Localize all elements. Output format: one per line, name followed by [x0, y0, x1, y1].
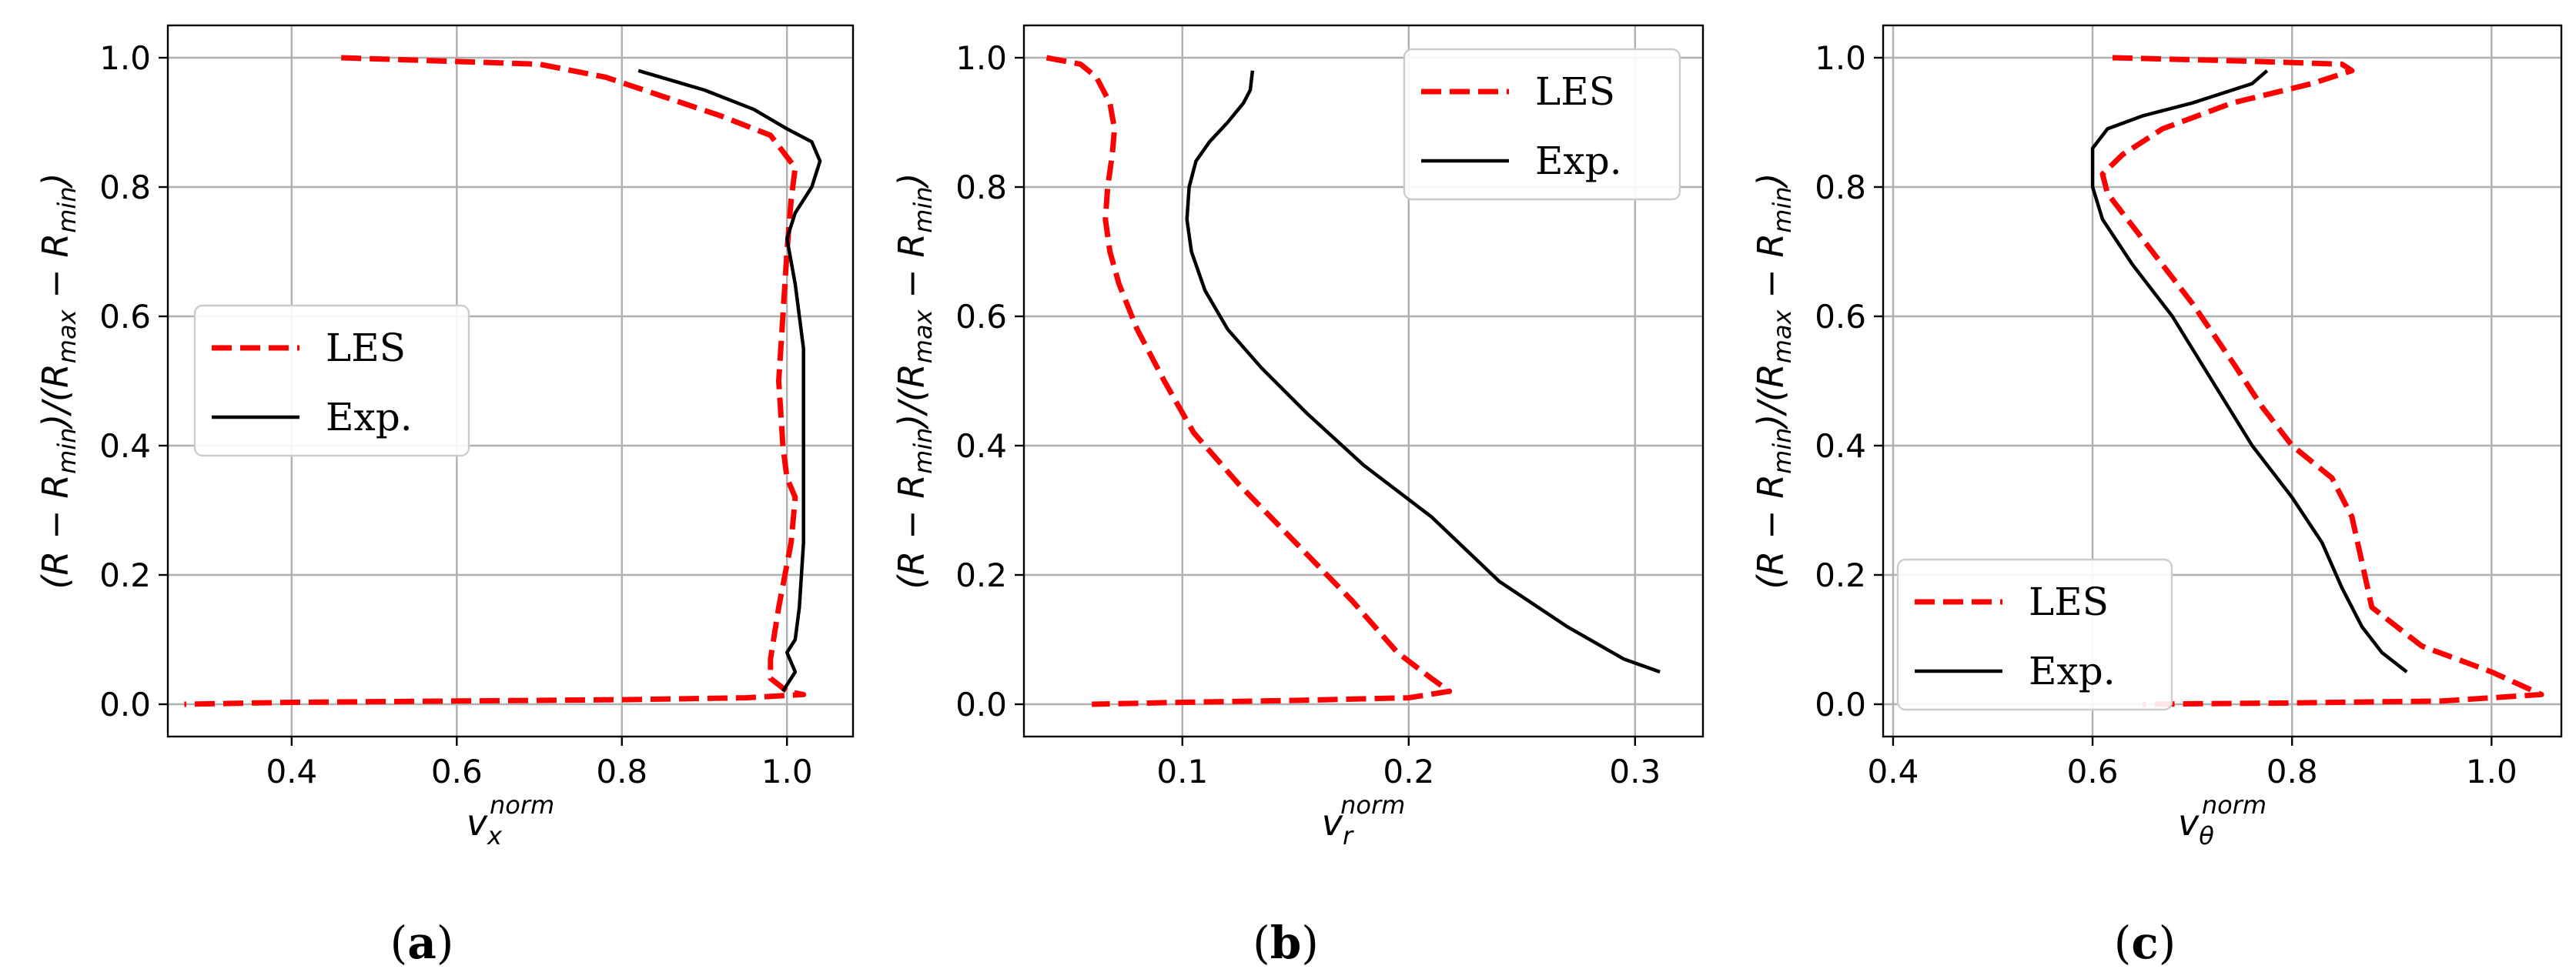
panel-b: 0.1 0.2 0.3 0.0 0.2 0.4 0.6 0.8 1.0 vrnorm (R − Rm… — [891, 24, 1705, 969]
series-line-exp — [1185, 70, 1661, 674]
legend: LES Exp. — [1896, 558, 2173, 711]
legend-label-exp: Exp. — [326, 395, 413, 439]
x-tick-label: 0.1 — [1156, 753, 1208, 790]
legend-label-les: LES — [326, 326, 406, 370]
y-tick-label: 0.0 — [1815, 686, 1866, 723]
y-axis-label: (R − Rmin)/(Rmax − Rmin) — [35, 172, 82, 589]
plot-frame — [1882, 24, 2563, 738]
y-tick-label: 0.0 — [99, 686, 151, 723]
plot-frame — [1022, 24, 1705, 738]
y-tick-label: 0.8 — [1815, 169, 1866, 206]
y-tick-label: 0.2 — [955, 556, 1007, 594]
legend-label-les: LES — [2029, 580, 2109, 624]
legend: LES Exp. — [193, 304, 470, 457]
x-axis-label: vrnorm — [1322, 790, 1406, 850]
y-axis-label: (R − Rmin)/(Rmax − Rmin) — [1750, 172, 1797, 589]
legend-label-exp: Exp. — [1535, 139, 1622, 183]
y-tick-label: 1.0 — [1815, 39, 1866, 77]
y-tick-label: 0.0 — [955, 686, 1007, 723]
y-tick-label: 0.4 — [955, 427, 1007, 465]
y-tick-label: 0.6 — [1815, 298, 1866, 336]
y-tick-label: 0.4 — [99, 427, 151, 465]
y-tick-label: 0.2 — [99, 556, 151, 594]
series-line-les — [2099, 55, 2544, 707]
series-line-exp — [2090, 69, 2408, 673]
x-axis-label: vxnorm — [467, 790, 554, 850]
panel-caption: (a) — [390, 917, 454, 969]
x-tick-label: 0.4 — [266, 753, 317, 790]
series-line-les — [184, 55, 807, 707]
panel-caption: (c) — [2114, 917, 2176, 969]
y-tick-label: 1.0 — [99, 39, 151, 77]
legend-label-les: LES — [1535, 69, 1615, 114]
x-tick-label: 0.2 — [1383, 753, 1434, 790]
y-tick-label: 0.6 — [99, 298, 151, 336]
x-axis-label: vθnorm — [2178, 790, 2267, 850]
x-tick-label: 0.8 — [2267, 753, 2318, 790]
y-tick-label: 0.8 — [955, 169, 1007, 206]
x-tick-label: 0.6 — [2067, 753, 2119, 790]
series-line-exp — [637, 68, 822, 693]
panel-c: 0.4 0.6 0.8 1.0 0.0 0.2 0.4 0.6 0.8 1.0 vθnorm (R −… — [1750, 24, 2563, 969]
x-tick-label: 0.4 — [1868, 753, 1919, 790]
y-tick-label: 0.6 — [955, 298, 1007, 336]
legend-label-exp: Exp. — [2029, 649, 2116, 693]
y-tick-label: 0.4 — [1815, 427, 1866, 465]
panel-caption: (b) — [1253, 917, 1319, 969]
x-tick-label: 1.0 — [761, 753, 813, 790]
x-tick-label: 0.8 — [596, 753, 647, 790]
legend: LES Exp. — [1403, 48, 1681, 201]
x-tick-label: 0.3 — [1609, 753, 1661, 790]
y-tick-label: 0.2 — [1815, 556, 1866, 594]
x-tick-label: 0.6 — [431, 753, 483, 790]
y-tick-label: 1.0 — [955, 39, 1007, 77]
y-tick-label: 0.8 — [99, 169, 151, 206]
y-axis-label: (R − Rmin)/(Rmax − Rmin) — [891, 172, 938, 589]
panel-a: 0.4 0.6 0.8 1.0 0.0 0.2 0.4 0.6 0.8 1.0 vxnorm (R −… — [35, 24, 855, 969]
x-tick-label: 1.0 — [2466, 753, 2517, 790]
plot-frame — [166, 24, 855, 738]
series-line-les — [1045, 55, 1453, 707]
